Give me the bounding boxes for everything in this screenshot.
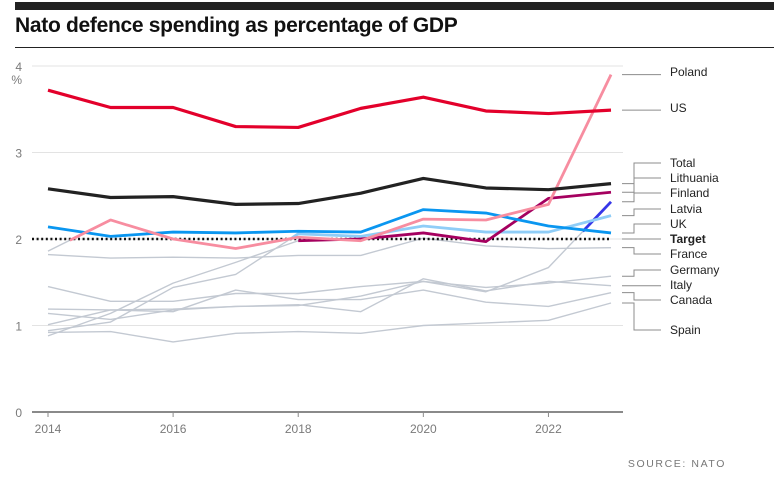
y-unit-label: % xyxy=(11,73,22,87)
series-line-canada xyxy=(47,289,612,326)
series-line-poland-context xyxy=(47,74,612,252)
series-label-france: France xyxy=(670,247,708,261)
series-label-uk: UK xyxy=(670,217,687,231)
leader-line-lithuania xyxy=(622,177,661,193)
series-label-target: Target xyxy=(670,232,706,246)
source-note: SOURCE: NATO xyxy=(627,458,726,470)
y-tick-label: 1 xyxy=(15,320,22,334)
leader-line-latvia xyxy=(622,208,661,217)
x-tick-label: 2014 xyxy=(35,422,62,436)
series-line-finland-context xyxy=(47,201,612,302)
header-bar xyxy=(15,2,774,10)
x-tick-label: 2020 xyxy=(410,422,437,436)
x-axis: 2014 2016 2018 2020 2022 xyxy=(32,411,623,436)
series-line-italy xyxy=(47,278,612,321)
series-line-latvia xyxy=(291,214,612,240)
x-tick-label: 2022 xyxy=(535,422,562,436)
series-label-lithuania: Lithuania xyxy=(670,171,719,185)
series-label-finland: Finland xyxy=(670,186,709,200)
series-line-finland xyxy=(581,200,613,233)
chart-title: Nato defence spending as percentage of G… xyxy=(15,14,458,37)
series-line-france xyxy=(47,237,612,259)
series-label-germany: Germany xyxy=(670,263,719,277)
series-label-poland: Poland xyxy=(670,65,707,79)
leader-line-germany xyxy=(622,269,661,277)
series-label-spain: Spain xyxy=(670,323,701,337)
series-line-poland xyxy=(69,74,613,250)
leader-line-canada xyxy=(622,292,661,301)
series-label-canada: Canada xyxy=(670,293,712,307)
series-line-spain xyxy=(47,302,612,343)
series-line-lithuania xyxy=(298,190,612,243)
series-label-italy: Italy xyxy=(670,278,692,292)
series-line-germany xyxy=(47,275,612,311)
series-line-us xyxy=(47,88,612,130)
x-tick-label: 2016 xyxy=(160,422,187,436)
series-label-us: US xyxy=(670,101,687,115)
series-label-latvia: Latvia xyxy=(670,202,702,216)
title-rule xyxy=(15,47,774,48)
leader-line-finland xyxy=(622,192,661,203)
leader-line-spain xyxy=(622,302,661,331)
y-tick-label: 3 xyxy=(15,147,22,161)
leader-line-france xyxy=(622,247,661,255)
series-highlight-lines xyxy=(47,74,613,250)
series-line-total-context xyxy=(47,177,612,206)
y-tick-label: 0 xyxy=(15,406,22,420)
y-tick-label: 4 xyxy=(15,60,22,74)
leader-line-uk xyxy=(622,223,661,234)
label-leaders xyxy=(622,74,661,331)
y-tick-label: 2 xyxy=(15,233,22,247)
series-line-total xyxy=(47,176,612,206)
x-tick-label: 2018 xyxy=(285,422,312,436)
y-axis: 0 1 2 3 4% xyxy=(11,60,22,420)
series-line-uk xyxy=(47,208,612,238)
series-context-lines xyxy=(47,74,612,343)
series-label-total: Total xyxy=(670,156,695,170)
leader-line-total xyxy=(622,162,661,185)
